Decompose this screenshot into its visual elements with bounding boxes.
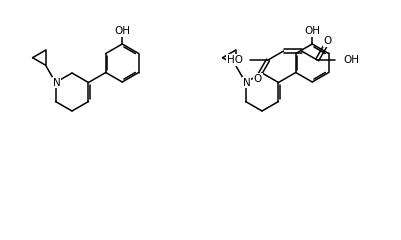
Text: N: N	[53, 78, 60, 88]
Text: HO: HO	[227, 55, 242, 65]
Text: N: N	[242, 78, 250, 88]
Text: OH: OH	[342, 55, 358, 65]
Text: O: O	[322, 36, 330, 46]
Text: OH: OH	[304, 26, 320, 36]
Text: O: O	[253, 74, 261, 84]
Text: OH: OH	[114, 26, 130, 36]
